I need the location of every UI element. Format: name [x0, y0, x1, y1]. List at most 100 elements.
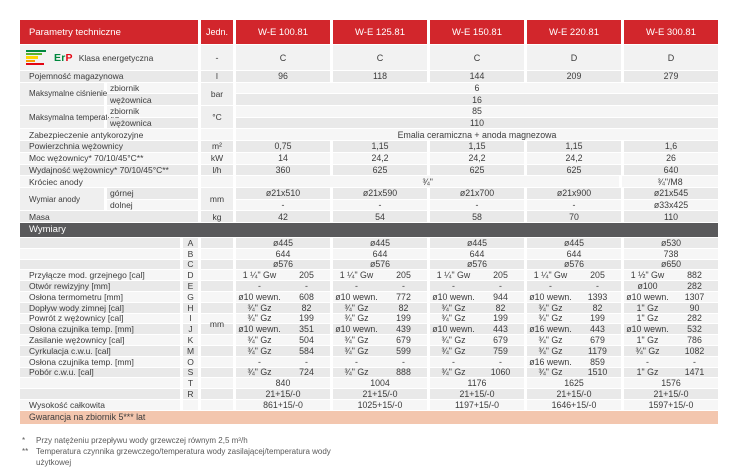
pair-dimension: 199: [299, 313, 314, 324]
value-cell-span4: ¾": [236, 176, 620, 187]
value-cell-pair: 1" Gz 282: [624, 313, 718, 323]
spec-group-values: ø21x510 ø21x590 ø21x700 ø21x900 ø21x545- - - - ø…: [236, 187, 718, 211]
pair-dimension: 205: [299, 270, 314, 281]
dim-unit-cell: [201, 237, 233, 248]
spec-sub-label: wężownica: [107, 117, 198, 129]
pair-dimension: 859: [590, 356, 605, 367]
dim-row-label: [20, 248, 180, 259]
value-cell-pair: ¾" Gz 724: [236, 367, 330, 377]
erp-logo-red: P: [65, 51, 73, 64]
dim-row-letter: C: [183, 259, 198, 269]
pair-dimension: 759: [493, 345, 508, 356]
dim-unit-cell: [201, 248, 233, 259]
unit-cell: l/h: [201, 164, 233, 176]
pair-connection: -: [549, 281, 552, 292]
dim-row: R 21+15/-0 21+15/-0 21+15/-0 21+15/-0 21+15/-…: [20, 389, 718, 399]
spec-table: Parametry techniczne Jedn. W-E 100.81 W-E…: [20, 20, 718, 424]
value-cell-pair: ¾" Gz 82: [333, 303, 427, 313]
value-cell: 96: [236, 71, 330, 82]
value-cell-pair: --: [236, 357, 330, 367]
pair-dimension: 199: [396, 313, 411, 324]
spec-row: Powierzchnia wężownicy m² 0,75 1,15 1,15 1,15…: [20, 141, 718, 152]
value-cell-pair: ¾" Gz 199: [333, 313, 427, 324]
unit-cell: l: [201, 71, 233, 82]
dim-row-label: Powrót z wężownicy [cal]: [20, 313, 180, 323]
dim-row: Otwór rewizyjny [mm] E - - - - - - - - ø100 282: [20, 281, 718, 291]
dim-row-values: - - - - - - - - ø100 282: [236, 281, 718, 291]
energy-unit-cell: -: [201, 45, 233, 70]
pair-connection: ¾" Gz: [441, 335, 466, 346]
pair-connection: ¾" Gz: [538, 345, 563, 356]
spec-row: Moc wężownicy* 70/10/45°C** kW 14 24,2 24,2 2…: [20, 152, 718, 164]
dim-row-label: Przyłącze mod. grzejnego [cal]: [20, 270, 180, 280]
value-cell-pair: ¾" Gz 679: [430, 335, 524, 345]
value-cell: 110: [624, 211, 718, 222]
energy-class-value: D: [527, 45, 621, 70]
spec-row-values: 0,75 1,15 1,15 1,15 1,6: [236, 141, 718, 152]
spec-sub-label: wężownica: [107, 94, 198, 106]
dimensions-section-band: Wymiary: [20, 222, 718, 237]
pair-connection: ¾" Gz: [635, 345, 660, 356]
pair-connection: -: [258, 281, 261, 292]
model-column-header: W-E 150.81: [430, 20, 524, 44]
spec-sub-label: dolnej: [107, 199, 198, 211]
dim-row-letter: I: [183, 313, 198, 323]
dim-row-values: ø576 ø576 ø576 ø576 ø650: [236, 259, 718, 269]
footnote-1-marker: *: [22, 436, 26, 445]
unit-cell: mm: [201, 187, 233, 211]
dim-row-label: [20, 237, 180, 248]
model-column-header: W-E 100.81: [236, 20, 330, 44]
value-cell: 644: [333, 249, 427, 259]
pair-dimension: -: [402, 281, 405, 292]
dim-row-values: ¾" Gz 584 ¾" Gz 599 ¾" Gz 759 ¾" Gz 1179 ¾" Gz 10…: [236, 346, 718, 356]
model-column-header: W-E 220.81: [527, 20, 621, 44]
footnote-1: * Przy natężeniu przepływu wody grzewcze…: [22, 436, 336, 447]
pair-dimension: -: [305, 281, 308, 292]
pair-dimension: 532: [687, 324, 702, 335]
unit-cell: bar: [201, 82, 233, 106]
spec-group-label: Maksymalna temperatura: [20, 106, 119, 129]
value-cell: 1,6: [624, 141, 718, 152]
value-cell: ø21x590: [333, 187, 427, 199]
value-cell: ø576: [430, 259, 524, 269]
unit-cell: °C: [201, 106, 233, 129]
value-cell-pair: ø10 wewn. 944: [430, 292, 524, 302]
pair-connection: -: [258, 356, 261, 367]
value-cell-span: 6: [236, 82, 718, 94]
pair-connection: ¾" Gz: [441, 345, 466, 356]
value-cell: 644: [430, 249, 524, 259]
value-cell: 644: [236, 249, 330, 259]
dim-row-letter: K: [183, 335, 198, 345]
dim-row-letter: H: [183, 303, 198, 313]
value-cell: -: [527, 199, 621, 211]
dim-row-letter: S: [183, 367, 198, 377]
pair-connection: 1" Gz: [636, 367, 659, 378]
value-cell-pair: ¾" Gz 599: [333, 346, 427, 356]
pair-connection: 1 ¼" Gw: [339, 270, 374, 281]
value-cell-pair: --: [527, 281, 621, 291]
value-cell: 625: [333, 164, 427, 176]
pair-connection: ø10 wewn.: [432, 324, 475, 335]
dim-row-letter: D: [183, 270, 198, 280]
energy-class-value: C: [236, 45, 330, 70]
spec-group: Maksymalne ciśnienie zbiornik wężownica bar…: [20, 82, 718, 106]
value-cell: ø576: [527, 259, 621, 269]
pair-connection: ¾" Gz: [441, 367, 466, 378]
value-cell-pair: ø10 wewn. 608: [236, 292, 330, 302]
pair-connection: ¾" Gz: [344, 345, 369, 356]
value-cell-pair: ¾" Gz 759: [430, 346, 524, 356]
pair-dimension: 205: [493, 270, 508, 281]
spec-row-label: Wydajność wężownicy* 70/10/45°C**: [20, 164, 198, 176]
value-cell: ø21x700: [430, 187, 524, 199]
value-cell: 1,15: [527, 141, 621, 152]
value-cell: 24,2: [333, 152, 427, 164]
value-cell: 21+15/-0: [527, 389, 621, 399]
value-cell: 840: [236, 378, 330, 388]
value-cell-pair: ø16 wewn. 443: [527, 324, 621, 334]
dim-row: B 644 644 644 644 738: [20, 249, 718, 259]
spec-sub-values: 110: [236, 117, 718, 129]
